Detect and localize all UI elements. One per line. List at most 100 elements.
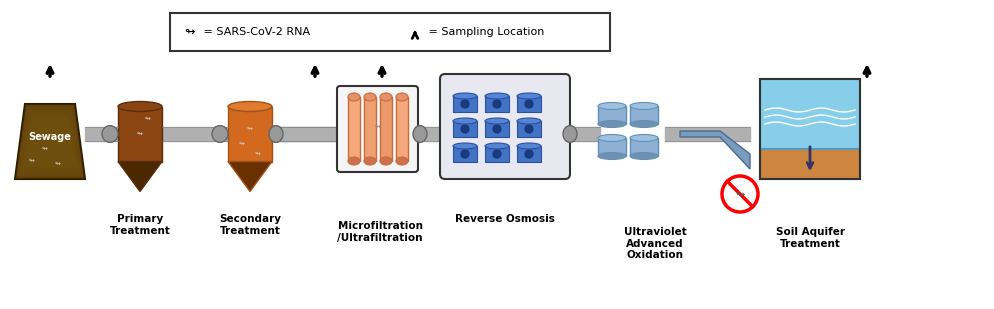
Ellipse shape [563,125,577,142]
Bar [272,127,340,141]
Bar [760,79,860,149]
Ellipse shape [630,153,658,159]
Polygon shape [21,113,79,170]
Text: ↬: ↬ [55,161,61,167]
Text: Soil Aquifer
Treatment: Soil Aquifer Treatment [775,227,845,249]
Polygon shape [19,110,81,173]
Bar [485,96,509,112]
Text: ↬: ↬ [736,189,745,199]
Text: = Sampling Location: = Sampling Location [425,27,545,37]
Ellipse shape [517,93,541,99]
Text: Ultraviolet
Advanced
Oxidation: Ultraviolet Advanced Oxidation [623,227,687,260]
Bar [380,97,392,161]
Bar [118,107,162,162]
Bar [630,138,658,156]
Circle shape [525,100,533,108]
Circle shape [461,150,469,158]
Ellipse shape [228,101,272,112]
Ellipse shape [269,125,283,142]
Bar [760,149,860,179]
Bar [517,96,541,112]
Ellipse shape [396,157,408,165]
Ellipse shape [348,157,360,165]
Ellipse shape [517,143,541,149]
FancyBboxPatch shape [337,86,418,172]
Polygon shape [118,162,162,192]
Ellipse shape [598,121,626,128]
Ellipse shape [348,93,360,101]
Bar [485,121,509,137]
Ellipse shape [453,118,477,124]
Ellipse shape [485,93,509,99]
Bar [364,97,376,161]
Text: Reverse Osmosis: Reverse Osmosis [455,214,555,224]
Bar [630,106,658,124]
Ellipse shape [485,118,509,124]
Text: ↬: ↬ [185,26,195,39]
Bar [396,97,408,161]
Ellipse shape [630,134,658,142]
Text: ↬: ↬ [375,124,381,130]
Ellipse shape [396,93,408,101]
Text: Secondary
Treatment: Secondary Treatment [219,214,281,235]
Ellipse shape [364,93,376,101]
Ellipse shape [598,134,626,142]
Bar [598,106,626,124]
Bar [85,127,118,141]
Text: ↬: ↬ [240,141,245,147]
Circle shape [493,100,501,108]
Ellipse shape [453,143,477,149]
Circle shape [493,150,501,158]
Bar [453,146,477,162]
Text: Primary
Treatment: Primary Treatment [109,214,170,235]
Ellipse shape [102,125,118,142]
Text: ↬: ↬ [137,131,143,137]
Bar [565,127,600,141]
Ellipse shape [118,101,162,112]
Text: ↬: ↬ [255,151,261,157]
Text: Sewage: Sewage [29,132,72,142]
Circle shape [525,150,533,158]
Ellipse shape [630,103,658,109]
Ellipse shape [212,125,228,142]
Ellipse shape [485,143,509,149]
Bar [453,121,477,137]
Bar [760,79,860,179]
Polygon shape [15,104,85,179]
Text: = SARS-CoV-2 RNA: = SARS-CoV-2 RNA [200,27,310,37]
Bar [517,121,541,137]
Circle shape [722,176,758,212]
Text: ↬: ↬ [39,134,45,140]
Ellipse shape [517,118,541,124]
Ellipse shape [413,125,427,142]
Text: ↬: ↬ [29,158,35,164]
Bar [485,146,509,162]
Text: ↬: ↬ [42,146,48,152]
FancyBboxPatch shape [440,74,570,179]
Polygon shape [15,104,85,179]
Circle shape [493,125,501,133]
Bar [228,107,272,162]
Circle shape [525,125,533,133]
Ellipse shape [364,157,376,165]
Polygon shape [23,116,77,167]
Ellipse shape [598,153,626,159]
Bar [272,127,340,141]
Bar [453,96,477,112]
Ellipse shape [598,103,626,109]
Polygon shape [680,131,750,169]
Bar [348,97,360,161]
Polygon shape [17,107,83,176]
Ellipse shape [630,121,658,128]
Ellipse shape [380,157,392,165]
Ellipse shape [453,93,477,99]
Circle shape [461,125,469,133]
Bar [162,127,228,141]
Ellipse shape [380,93,392,101]
Bar [665,127,750,141]
Polygon shape [228,162,272,192]
Bar [170,13,610,51]
Text: ↬: ↬ [248,126,252,132]
Bar [598,138,626,156]
Text: Microfiltration
/Ultrafiltration: Microfiltration /Ultrafiltration [337,221,422,243]
